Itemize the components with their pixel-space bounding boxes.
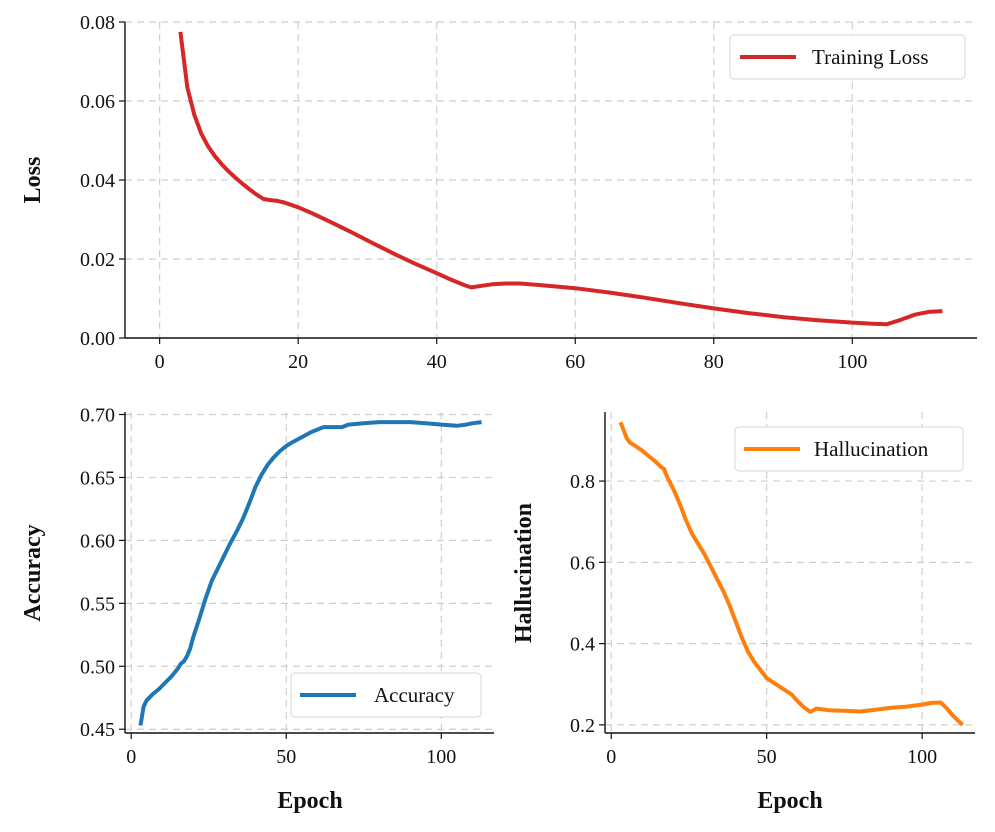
accuracy-y-tick-label: 0.50	[80, 656, 115, 678]
accuracy-x-axis-label: Epoch	[277, 788, 342, 814]
accuracy-legend-label: Accuracy	[374, 683, 455, 707]
hallucination-x-tick-label: 100	[907, 746, 937, 768]
hallucination-legend: Hallucination	[734, 426, 964, 472]
accuracy-x-tick-label: 50	[276, 746, 296, 768]
accuracy-y-axis-label: Accuracy	[20, 524, 46, 621]
loss-x-tick-label: 20	[288, 351, 308, 373]
accuracy-legend: Accuracy	[290, 672, 482, 718]
loss-panel: 0 20 40 60 80 100 0.00 0.02 0.04 0.06 0.08 Loss Tr…	[20, 12, 977, 373]
hallucination-y-tick-label: 0.6	[570, 552, 595, 574]
loss-series-line	[178, 31, 943, 327]
loss-x-tick-label: 100	[837, 351, 867, 373]
loss-y-tick-label: 0.06	[80, 91, 115, 113]
loss-y-tick-label: 0.02	[80, 249, 115, 271]
hallucination-x-axis-label: Epoch	[757, 788, 822, 814]
hallucination-y-tick-label: 0.4	[570, 634, 595, 656]
loss-series	[178, 31, 943, 327]
loss-x-tick-label: 60	[565, 351, 585, 373]
accuracy-y-tick-label: 0.60	[80, 530, 115, 552]
accuracy-x-tick-label: 0	[126, 746, 136, 768]
hallucination-grid	[605, 412, 975, 733]
accuracy-x-tick-label: 100	[426, 746, 456, 768]
hallucination-y-tick-label: 0.2	[570, 715, 595, 737]
loss-y-tick-label: 0.04	[80, 170, 115, 192]
accuracy-series-line	[138, 420, 482, 726]
hallucination-legend-box	[734, 426, 964, 472]
loss-y-tick-label: 0.00	[80, 328, 115, 350]
hallucination-y-tick-label: 0.8	[570, 471, 595, 493]
accuracy-series	[138, 420, 482, 726]
hallucination-x-tick-label: 50	[757, 746, 777, 768]
hallucination-legend-label: Hallucination	[814, 437, 929, 461]
hallucination-y-axis-label: Hallucination	[511, 503, 537, 643]
accuracy-y-tick-label: 0.45	[80, 719, 115, 741]
loss-x-tick-label: 80	[704, 351, 724, 373]
hallucination-axes: 0 50 100 0.2 0.4 0.6 0.8	[570, 412, 975, 768]
accuracy-y-tick-label: 0.55	[80, 593, 115, 615]
hallucination-series	[618, 421, 964, 727]
loss-y-tick-label: 0.08	[80, 12, 115, 34]
loss-legend: Training Loss	[729, 34, 966, 80]
accuracy-y-tick-label: 0.65	[80, 467, 115, 489]
loss-y-axis-label: Loss	[20, 157, 46, 204]
hallucination-series-line	[618, 421, 964, 727]
accuracy-y-tick-label: 0.70	[80, 405, 115, 427]
accuracy-legend-box	[290, 672, 482, 718]
loss-legend-label: Training Loss	[812, 45, 929, 69]
hallucination-x-tick-label: 0	[606, 746, 616, 768]
loss-axes: 0 20 40 60 80 100 0.00 0.02 0.04 0.06 0.08	[80, 12, 977, 373]
loss-x-tick-label: 40	[427, 351, 447, 373]
loss-x-tick-label: 0	[155, 351, 165, 373]
loss-legend-box	[729, 34, 966, 80]
accuracy-axes: 0 50 100 0.45 0.50 0.55 0.60 0.65 0.70	[80, 405, 494, 768]
hallucination-panel: 0 50 100 0.2 0.4 0.6 0.8 Hallucination Epoch H…	[511, 412, 975, 814]
